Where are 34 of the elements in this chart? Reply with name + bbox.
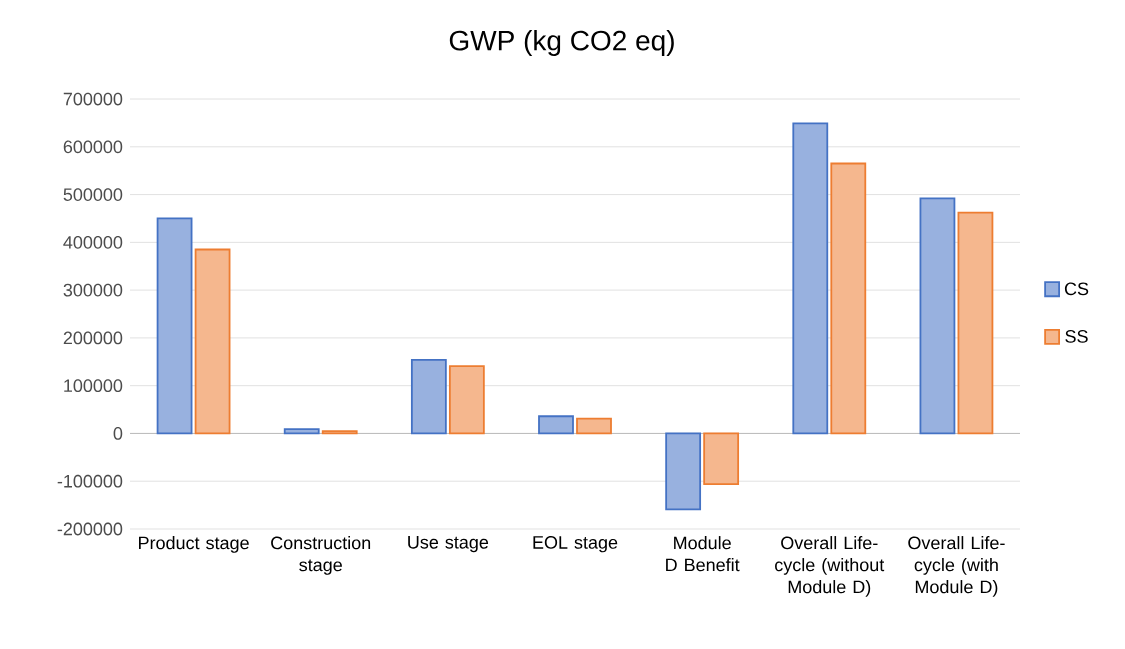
bar: [538, 415, 574, 435]
y-tick-label: 500000: [63, 188, 123, 201]
bar: [792, 122, 829, 435]
x-tick-label: Product stage: [139, 536, 249, 553]
bar: [665, 432, 702, 511]
y-tick-label: 300000: [63, 283, 123, 297]
x-tick-label: Use stage: [408, 536, 489, 553]
bar: [830, 162, 867, 435]
bar: [194, 248, 231, 435]
legend-label: CS: [1064, 282, 1089, 296]
x-tick-label: EOL stage: [533, 536, 618, 553]
x-tick-label: Construction stage: [271, 536, 371, 575]
y-tick-label: -100000: [57, 474, 123, 488]
y-tick-label: 200000: [63, 331, 123, 345]
legend-label: SS: [1065, 330, 1088, 343]
y-tick-label: 600000: [63, 140, 123, 154]
bar: [919, 197, 956, 435]
bar: [283, 428, 320, 435]
bar: [957, 211, 994, 435]
bar: [156, 217, 193, 435]
bar: [410, 358, 447, 435]
y-tick-label: 700000: [63, 92, 123, 106]
x-tick-label: Overall Life-cycle (without Module D): [775, 536, 885, 597]
y-tick-label: 100000: [64, 379, 123, 393]
bar: [576, 417, 612, 435]
y-tick-label: 400000: [63, 235, 123, 249]
bar: [321, 430, 358, 435]
chart-title: GWP (kg CO2 eq): [449, 29, 674, 57]
x-tick-label: Module D Benefit: [666, 536, 740, 572]
y-tick-label: 0: [113, 427, 123, 440]
x-tick-label: Overall Life-cycle (with Module D): [908, 536, 1005, 597]
y-tick-label: -200000: [57, 522, 123, 536]
bar: [703, 432, 740, 485]
bar: [448, 365, 485, 435]
